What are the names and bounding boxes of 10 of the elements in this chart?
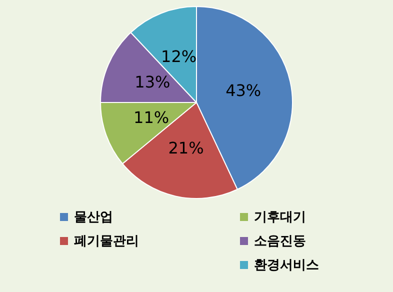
- legend-label: 기후대기: [254, 209, 306, 226]
- legend-label: 폐기물관리: [74, 233, 139, 250]
- data-label: 11%: [134, 108, 170, 127]
- data-label: 21%: [168, 138, 204, 158]
- legend-label: 소음진동: [254, 233, 306, 250]
- data-label: 12%: [161, 47, 197, 66]
- data-label: 13%: [134, 72, 170, 92]
- legend-label: 물산업: [74, 209, 113, 226]
- legend-label: 환경서비스: [254, 257, 319, 274]
- data-label: 43%: [226, 81, 262, 100]
